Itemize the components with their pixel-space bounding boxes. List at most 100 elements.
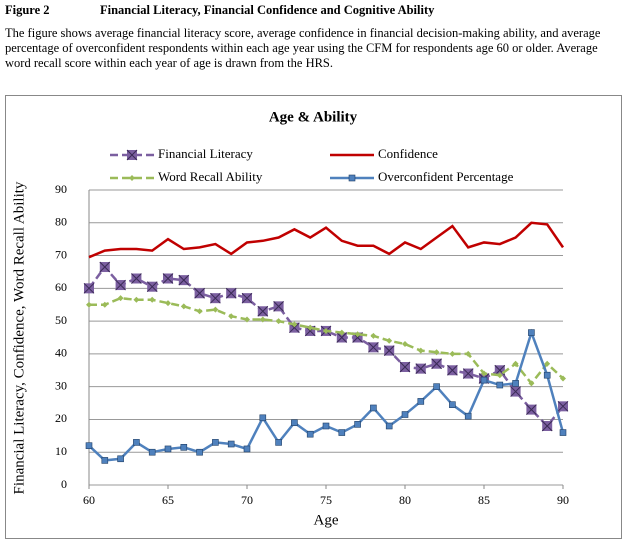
data-point — [273, 301, 284, 312]
figure-caption: The figure shows average financial liter… — [5, 26, 601, 70]
marker-cross — [462, 368, 474, 379]
data-point — [83, 282, 95, 294]
data-point — [560, 375, 566, 382]
legend-swatch-marker — [129, 175, 135, 181]
marker-cross — [289, 322, 300, 334]
data-point — [449, 401, 456, 408]
data-point — [417, 398, 425, 405]
marker-cross — [146, 281, 158, 293]
marker-cross — [83, 282, 95, 294]
x-tick-label: 60 — [83, 493, 95, 507]
data-point — [146, 281, 158, 293]
data-point — [386, 337, 393, 344]
data-point — [464, 412, 472, 420]
data-point — [526, 404, 537, 415]
data-point — [133, 439, 140, 446]
data-point — [306, 430, 314, 438]
series-line — [89, 296, 564, 386]
data-point — [465, 350, 472, 357]
data-point — [338, 429, 346, 436]
data-point — [431, 358, 442, 370]
chart-frame — [5, 95, 622, 539]
data-point — [354, 331, 361, 338]
figure-header: Figure 2 Financial Literacy, Financial Co… — [5, 3, 620, 71]
data-point — [307, 324, 314, 331]
data-point — [322, 422, 330, 430]
data-point — [162, 273, 174, 284]
chart: Age & Ability Age Financial Literacy, Co… — [5, 95, 622, 539]
y-tick-label: 10 — [55, 444, 67, 458]
marker-cross — [383, 345, 395, 356]
data-point — [401, 411, 409, 418]
marker-cross — [210, 292, 221, 304]
marker-cross — [241, 292, 253, 304]
data-point — [244, 316, 250, 323]
data-point — [117, 455, 124, 463]
data-point — [225, 287, 237, 299]
data-point — [338, 329, 345, 336]
data-point — [462, 368, 474, 379]
data-point — [383, 345, 395, 356]
x-tick-label: 70 — [241, 493, 253, 507]
data-point — [86, 301, 92, 308]
marker-cross — [225, 287, 237, 299]
data-point — [196, 308, 203, 315]
data-point — [101, 457, 109, 464]
data-point — [291, 321, 298, 328]
data-point — [510, 386, 521, 397]
marker-cross — [510, 386, 521, 397]
data-point — [275, 318, 282, 325]
data-point — [370, 404, 377, 412]
marker-cross — [368, 341, 379, 353]
data-point — [449, 350, 456, 357]
data-point — [496, 372, 503, 379]
data-point — [180, 303, 187, 310]
data-point — [496, 381, 504, 389]
marker-cross — [194, 287, 205, 299]
data-point — [415, 363, 427, 374]
data-point — [259, 316, 266, 323]
data-point — [559, 429, 567, 436]
data-point — [196, 448, 203, 456]
data-point — [433, 349, 440, 356]
data-point — [480, 376, 488, 384]
data-point — [433, 383, 440, 390]
x-tick-label: 85 — [478, 493, 490, 507]
series-line — [87, 265, 564, 428]
data-point — [85, 442, 93, 449]
legend-label: Confidence — [378, 146, 438, 161]
data-point — [115, 279, 126, 291]
data-point — [323, 327, 329, 334]
y-tick-label: 50 — [55, 313, 67, 327]
legend-label: Financial Literacy — [158, 146, 253, 161]
legend-label: Overconfident Percentage — [378, 169, 514, 184]
y-tick-label: 90 — [55, 182, 67, 196]
data-point — [180, 444, 188, 451]
data-point — [178, 274, 190, 286]
data-point — [164, 445, 172, 453]
marker-cross — [126, 149, 138, 161]
data-point — [275, 439, 282, 446]
data-point — [336, 332, 348, 343]
data-point — [212, 439, 219, 446]
marker-cross — [115, 279, 126, 291]
data-point — [528, 329, 535, 336]
y-tick-label: 20 — [55, 411, 67, 425]
data-point — [512, 380, 519, 387]
series-line — [88, 221, 565, 259]
data-point — [541, 420, 553, 432]
data-point — [368, 341, 379, 353]
data-point — [417, 347, 424, 354]
marker-cross — [178, 274, 190, 286]
data-point — [370, 332, 377, 339]
y-tick-label: 40 — [55, 346, 67, 360]
y-tick-label: 60 — [55, 280, 67, 294]
data-point — [165, 300, 171, 307]
y-tick-label: 0 — [61, 477, 67, 491]
data-point — [543, 371, 551, 379]
marker-cross — [257, 305, 269, 317]
data-point — [259, 414, 267, 422]
data-point — [544, 360, 551, 367]
data-point — [210, 292, 221, 304]
